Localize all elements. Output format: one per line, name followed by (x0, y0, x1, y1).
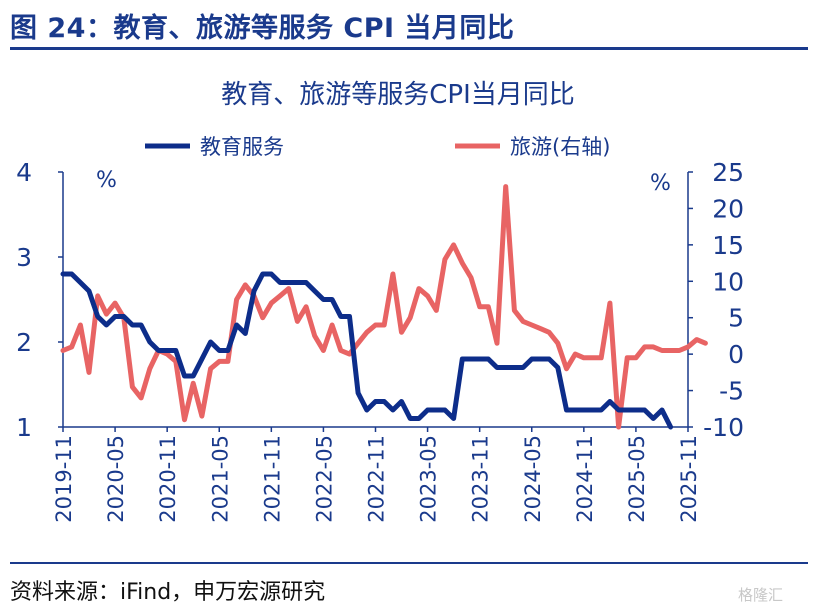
x-tick-label: 2020-11 (156, 435, 180, 523)
left-tick-label: 1 (16, 413, 32, 442)
right-tick-label: 5 (728, 304, 744, 333)
left-tick-label: 4 (16, 158, 32, 187)
title-divider (10, 47, 808, 50)
right-tick-label: 0 (728, 340, 744, 369)
right-tick-label: 20 (712, 194, 744, 223)
series-lines (60, 184, 708, 430)
legend-label-education: 教育服务 (200, 135, 284, 159)
source-note: 资料来源：iFind，申万宏源研究 (10, 580, 326, 605)
chart-title: 教育、旅游等服务CPI当月同比 (221, 80, 575, 110)
x-tick-label: 2025-11 (677, 435, 701, 523)
left-axis-ticks: 1 2 3 4 (16, 158, 63, 442)
right-axis-unit: % (650, 171, 671, 196)
right-tick-label: 10 (712, 267, 744, 296)
x-tick-label: 2021-11 (260, 435, 284, 523)
legend-label-tourism: 旅游(右轴) (510, 135, 610, 159)
x-tick-label: 2022-05 (312, 435, 336, 523)
left-tick-label: 3 (16, 243, 32, 272)
right-axis-ticks: -10 -5 0 5 10 15 20 25 (688, 158, 744, 442)
right-tick-label: -5 (719, 377, 744, 406)
series-line-tourism (60, 184, 708, 430)
x-tick-label: 2021-05 (208, 435, 232, 523)
x-axis-ticks: 2019-11 2020-05 2020-11 2021-05 2021-11 2022-… (52, 427, 701, 523)
right-tick-label: 15 (712, 231, 744, 260)
right-tick-label: -10 (703, 413, 744, 442)
left-axis-unit: % (96, 168, 117, 193)
x-tick-label: 2024-05 (521, 435, 545, 523)
x-tick-label: 2020-05 (104, 435, 128, 523)
x-tick-label: 2022-11 (365, 435, 389, 523)
axes (62, 172, 689, 428)
chart-svg: 教育、旅游等服务CPI当月同比 教育服务 旅游(右轴) % % 1 2 3 4 -10… (16, 80, 744, 523)
left-tick-label: 2 (16, 328, 32, 357)
watermark: 格隆汇 (738, 586, 784, 604)
x-tick-label: 2025-05 (625, 435, 649, 523)
footer-divider (10, 562, 808, 564)
figure-title: 图 24：教育、旅游等服务 CPI 当月同比 (10, 13, 515, 44)
series-line-education (60, 271, 674, 430)
x-tick-label: 2023-05 (417, 435, 441, 523)
x-tick-label: 2024-11 (573, 435, 597, 523)
x-tick-label: 2019-11 (52, 435, 76, 523)
legend: 教育服务 旅游(右轴) (145, 135, 610, 159)
right-tick-label: 25 (712, 158, 744, 187)
x-tick-label: 2023-11 (469, 435, 493, 523)
